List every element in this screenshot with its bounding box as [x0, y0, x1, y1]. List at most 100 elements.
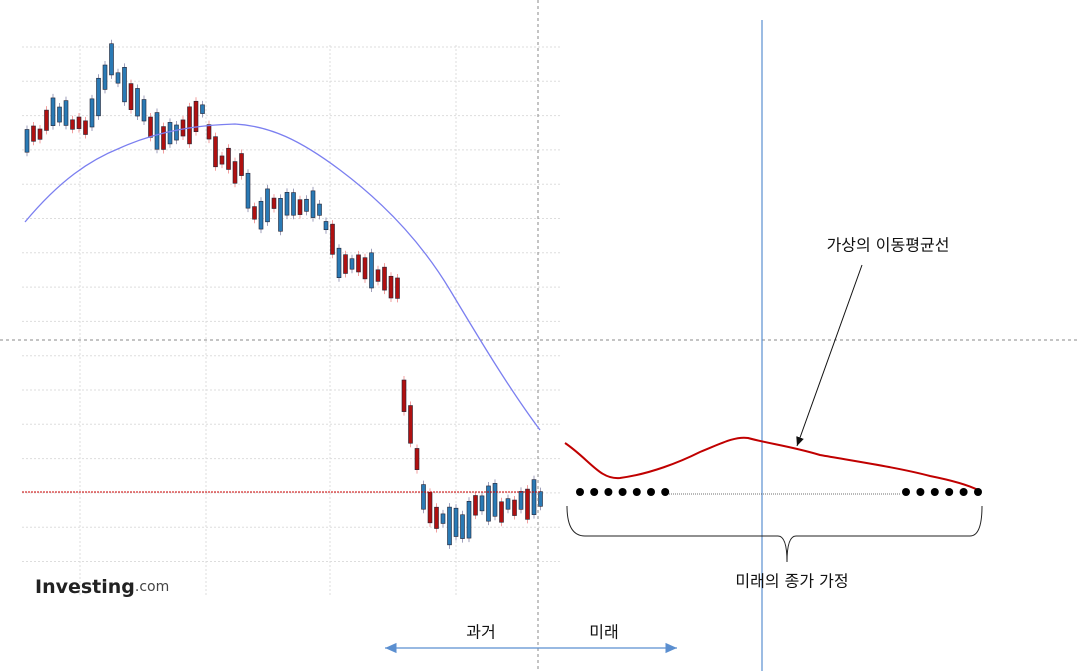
dot	[647, 488, 655, 496]
candle	[24, 129, 30, 153]
dot	[618, 488, 627, 496]
candle	[499, 501, 504, 523]
candle	[265, 188, 270, 223]
candle	[89, 98, 95, 128]
candle	[421, 484, 426, 510]
candle	[369, 252, 374, 289]
candle	[63, 100, 69, 126]
candle	[70, 119, 75, 130]
ma-label: 가상의 이동평균선	[827, 236, 950, 255]
candle	[180, 119, 186, 137]
candle	[512, 499, 517, 516]
dot	[902, 488, 910, 496]
candle	[252, 206, 257, 220]
candle	[31, 125, 36, 142]
candle	[291, 192, 296, 216]
candle	[109, 43, 114, 76]
candle	[336, 247, 342, 279]
candle	[76, 116, 82, 129]
candle	[37, 128, 43, 140]
candle	[135, 88, 140, 117]
candle	[382, 266, 387, 291]
candle	[213, 136, 218, 168]
candle	[531, 479, 537, 515]
candle	[284, 192, 290, 216]
candle	[102, 64, 108, 90]
candle	[128, 83, 134, 110]
dot	[974, 488, 982, 496]
candle	[226, 147, 231, 170]
dot	[632, 488, 641, 496]
candle	[148, 116, 153, 138]
candle	[538, 491, 543, 507]
candle	[395, 277, 400, 299]
dot	[945, 488, 954, 496]
candle	[219, 155, 225, 165]
candle	[310, 190, 316, 218]
candle	[473, 495, 478, 516]
candle	[479, 495, 485, 512]
candle	[297, 199, 303, 215]
candle	[83, 120, 88, 135]
candles	[24, 39, 543, 549]
candle	[486, 485, 491, 522]
dot	[604, 488, 613, 496]
candle	[206, 124, 212, 140]
candle	[323, 221, 329, 231]
logo-suffix: .com	[135, 579, 169, 595]
candle	[317, 203, 322, 216]
virtual-moving-average	[564, 436, 979, 491]
candle	[440, 513, 446, 524]
arrow	[796, 264, 863, 447]
candle	[115, 72, 121, 84]
candle	[200, 104, 205, 114]
candle	[492, 483, 498, 517]
future-label: 미래	[589, 623, 618, 642]
candle	[122, 67, 127, 103]
dot	[590, 488, 599, 496]
candle	[375, 269, 381, 282]
candle	[232, 161, 238, 184]
candle	[245, 172, 251, 209]
candle	[525, 488, 530, 520]
candle	[50, 97, 56, 126]
candle	[258, 200, 264, 230]
candle	[343, 254, 348, 274]
dot	[959, 488, 968, 496]
close-label: 미래의 종가 가정	[735, 572, 848, 591]
candle	[427, 492, 433, 524]
candle	[239, 153, 244, 176]
candle	[388, 275, 394, 299]
candle	[96, 77, 101, 117]
candle	[187, 106, 192, 145]
candle	[434, 506, 439, 529]
moving-average	[24, 123, 541, 431]
candle	[304, 198, 309, 212]
candle	[466, 501, 472, 539]
candle	[505, 498, 511, 510]
logo: Investing.com	[35, 576, 169, 598]
grid	[22, 45, 562, 595]
candle	[447, 506, 452, 546]
candle	[356, 254, 361, 273]
candle	[330, 223, 335, 255]
candle	[349, 258, 355, 270]
assumed-closes	[576, 488, 982, 496]
candle	[271, 197, 277, 209]
candle	[408, 405, 413, 444]
candle	[174, 124, 179, 141]
candle	[362, 257, 368, 280]
brace	[566, 505, 983, 563]
candle	[518, 491, 524, 510]
candle	[401, 379, 407, 412]
candle	[57, 106, 62, 123]
past-label: 과거	[466, 623, 495, 642]
dot	[916, 488, 925, 496]
candle	[154, 112, 160, 150]
candle	[414, 448, 420, 470]
dot	[576, 488, 584, 496]
candle	[161, 126, 166, 150]
candle	[460, 514, 465, 539]
dot	[661, 488, 670, 496]
